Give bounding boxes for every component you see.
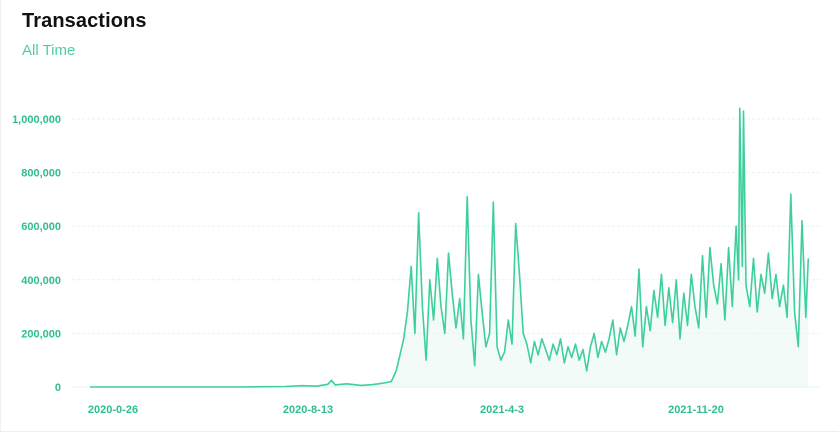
y-tick-label: 1,000,000 <box>12 114 61 126</box>
y-tick-label: 800,000 <box>21 168 61 180</box>
chart-left-edge <box>0 0 1 433</box>
y-tick-label: 200,000 <box>21 328 61 340</box>
y-axis-ticks: 0 200,000 400,000 600,000 800,000 1,000,000 <box>12 114 61 394</box>
x-tick-label: 2020-0-26 <box>88 404 138 416</box>
chart-subtitle: All Time <box>22 42 76 59</box>
x-tick-label: 2021-11-20 <box>668 404 724 416</box>
x-axis-ticks: 2020-0-26 2020-8-13 2021-4-3 2021-11-20 <box>88 404 724 416</box>
series-area <box>90 108 809 388</box>
series-line <box>90 107 810 388</box>
chart-title: Transactions <box>22 10 147 32</box>
y-tick-label: 600,000 <box>21 221 61 233</box>
x-tick-label: 2021-4-3 <box>480 404 524 416</box>
y-tick-label: 0 <box>55 382 61 394</box>
x-tick-label: 2020-8-13 <box>283 404 333 416</box>
chart-bottom-edge <box>0 431 839 432</box>
y-tick-label: 400,000 <box>21 275 61 287</box>
